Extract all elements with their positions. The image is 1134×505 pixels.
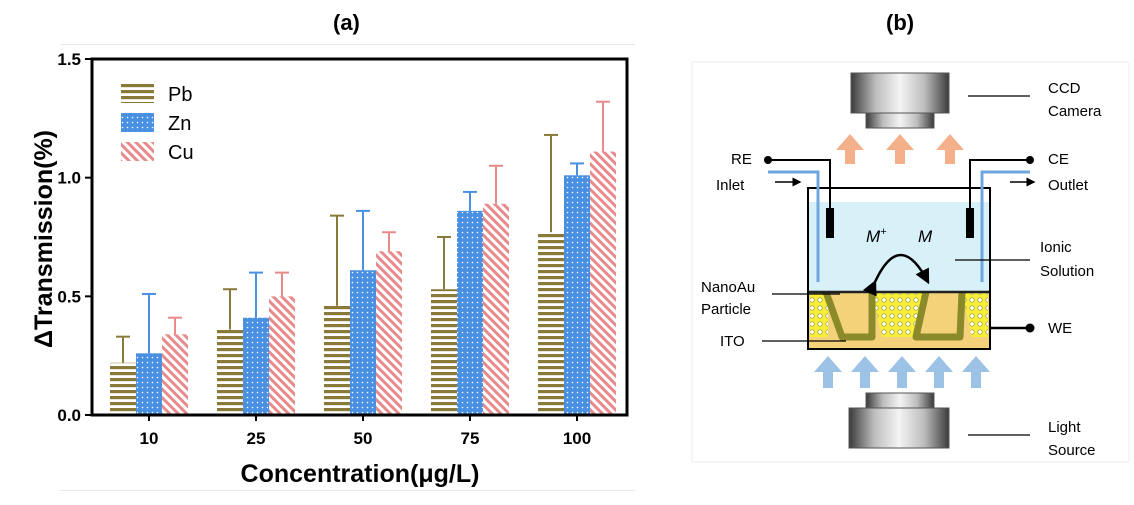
x-tick-label: 75 (461, 429, 480, 448)
panel-label-b: (b) (886, 10, 915, 35)
re-wire (768, 159, 831, 215)
ce-label: CE (1048, 151, 1069, 168)
plot-frame (90, 57, 629, 417)
bar-cu-100 (590, 151, 616, 415)
legend-swatch-zn (121, 113, 154, 132)
divider-line (60, 44, 635, 45)
ce-terminal (1026, 156, 1034, 164)
transmitted-light-arrows (836, 134, 964, 164)
y-tick-label: 0.0 (57, 406, 81, 425)
legend-label-zn: Zn (168, 113, 191, 135)
outlet-label: Outlet (1048, 177, 1089, 194)
m-label: M (918, 227, 933, 246)
bar-cu-25 (269, 296, 295, 415)
y-tick-label: 1.5 (57, 50, 81, 69)
re-label: RE (731, 151, 752, 168)
y-tick-label: 1.0 (57, 169, 81, 188)
diagram-frame (691, 61, 1130, 463)
ccd-label: CCD (1048, 80, 1081, 97)
legend-label-pb: Pb (168, 84, 192, 106)
bar-zn-100 (564, 175, 590, 415)
bar-zn-75 (457, 210, 483, 415)
bar-cu-50 (376, 251, 402, 415)
bar-zn-10 (136, 353, 162, 415)
y-axis-label: ΔTransmission(%) (30, 130, 58, 348)
bar-pb-50 (324, 305, 350, 415)
we-terminal (1025, 323, 1035, 333)
source-label: Source (1048, 442, 1096, 459)
outlet-tube (980, 170, 1030, 282)
nanoau-label: NanoAu (701, 279, 755, 296)
we-label: WE (1048, 320, 1072, 337)
incident-light-arrows (814, 356, 990, 388)
panel-label-a: (a) (333, 10, 360, 35)
ce-wire (969, 159, 1030, 215)
re-electrode (826, 208, 834, 238)
light-source-icon (848, 392, 950, 449)
legend-swatch-cu (121, 142, 154, 161)
camera-label: Camera (1048, 103, 1102, 120)
ce-electrode (966, 208, 974, 238)
x-tick-label: 25 (247, 429, 266, 448)
ionic-label: Ionic (1040, 239, 1072, 256)
bar-cu-10 (162, 334, 188, 415)
bar-pb-75 (431, 289, 457, 415)
bar-cu-75 (483, 203, 509, 415)
light-label: Light (1048, 419, 1081, 436)
legend-swatch-pb (121, 84, 154, 103)
x-tick-label: 50 (354, 429, 373, 448)
bar-zn-25 (243, 317, 269, 415)
x-tick-label: 10 (140, 429, 159, 448)
x-tick-label: 100 (563, 429, 591, 448)
redox-arrow (862, 253, 930, 297)
inlet-tube (768, 170, 820, 282)
y-tick-label: 0.5 (57, 287, 81, 306)
bar-pb-25 (217, 329, 243, 415)
m-plus-label: M+ (866, 226, 887, 246)
solution-label: Solution (1040, 263, 1094, 280)
x-axis-label: Concentration(μg/L) (241, 460, 480, 488)
particle-label: Particle (701, 301, 751, 318)
ccd-camera-icon (850, 72, 950, 129)
legend-label-cu: Cu (168, 142, 194, 164)
electrochemical-cell (807, 187, 991, 350)
bar-pb-100 (538, 232, 564, 415)
bar-zn-50 (350, 270, 376, 415)
re-terminal (764, 156, 772, 164)
divider-line (60, 490, 635, 491)
bar-chart: 10 25 50 75 100 0.0 0.5 1.0 1.5 Pb Zn Cu ΔTransmiss… (30, 50, 629, 488)
inlet-label: Inlet (716, 177, 745, 194)
bar-pb-10 (110, 362, 136, 415)
ito-label: ITO (720, 333, 745, 350)
cell-diagram: CCD Camera RE Inlet CE Outlet M+ M Ionic (691, 61, 1130, 463)
